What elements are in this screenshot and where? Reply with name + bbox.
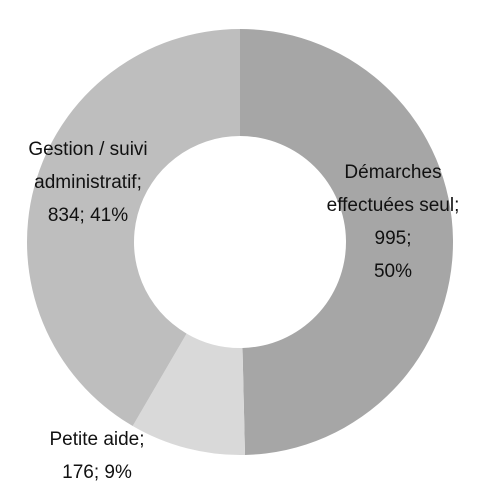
data-label: Petite aide; [49,429,144,450]
data-label: 176; 9% [62,462,132,483]
data-label: 50% [374,261,412,282]
data-label: Gestion / suivi [28,139,147,160]
donut-slice [240,29,453,455]
data-label: administratif; [34,172,142,193]
data-label: Démarches [344,162,441,183]
data-label: effectuées seul; [327,195,460,216]
donut-slice [26,29,240,426]
data-label: 834; 41% [48,205,128,226]
data-label: 995; [375,228,412,249]
donut-slice [132,333,246,455]
